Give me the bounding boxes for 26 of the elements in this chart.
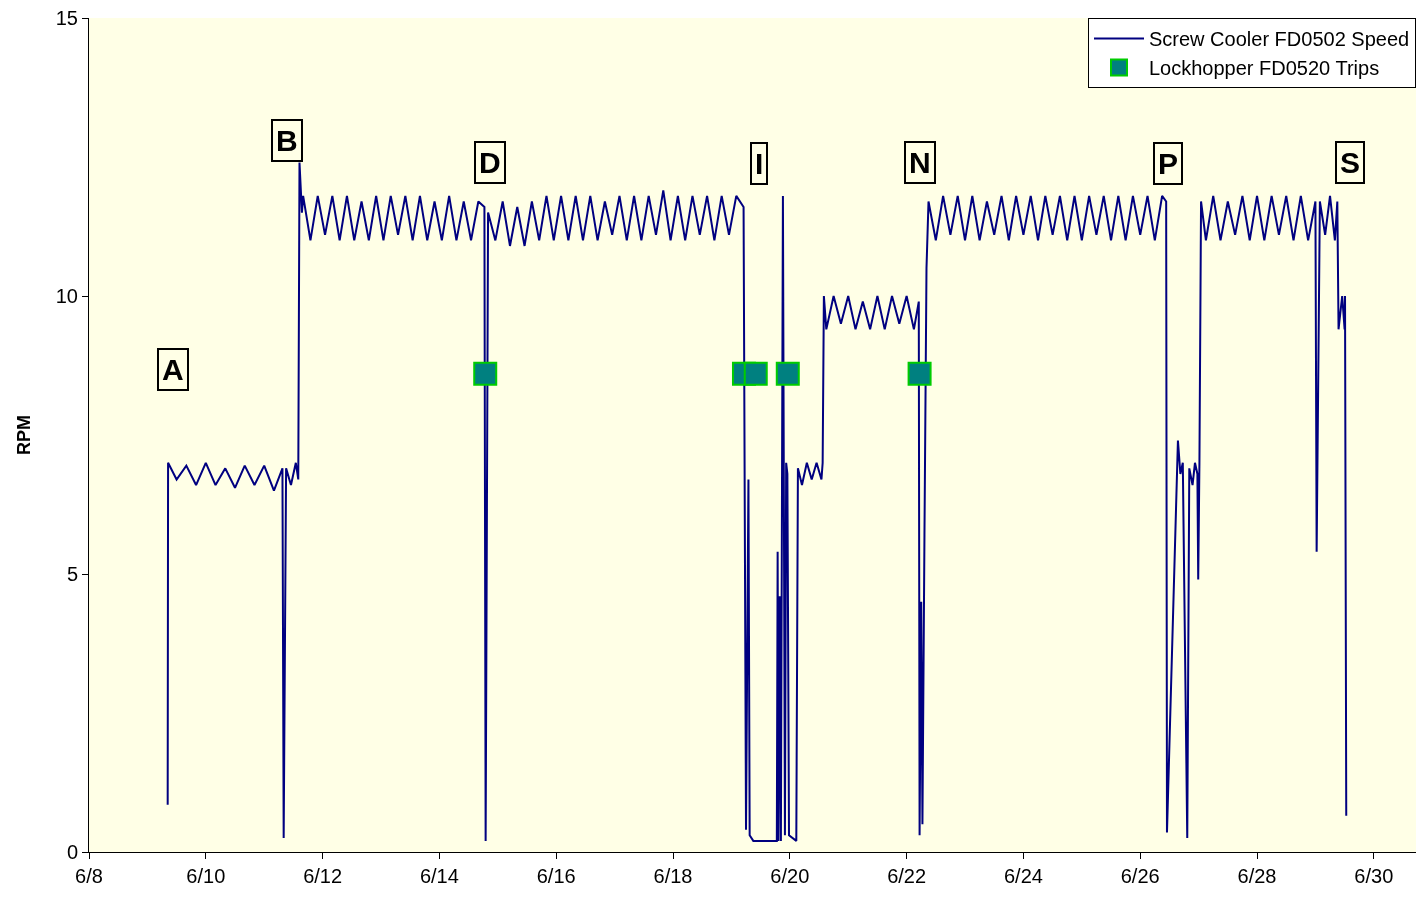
annotation: D	[479, 146, 501, 179]
y-tick-label: 10	[55, 285, 78, 307]
x-tick-label: 6/18	[653, 865, 693, 887]
annotation: B	[276, 124, 298, 157]
x-tick-label: 6/8	[75, 865, 103, 887]
x-tick-label: 6/26	[1120, 865, 1160, 887]
x-tick-label: 6/12	[303, 865, 343, 887]
annotation: N	[909, 146, 931, 179]
y-tick-label: 15	[55, 7, 78, 29]
legend-label: Lockhopper FD0520 Trips	[1149, 57, 1380, 80]
y-axis-title: RPM	[13, 415, 34, 455]
legend-label: Screw Cooler FD0502 Speed	[1149, 28, 1410, 51]
x-tick-label: 6/22	[887, 865, 927, 887]
y-tick-label: 5	[66, 563, 78, 585]
y-tick-label: 0	[66, 841, 78, 863]
annotation: P	[1158, 147, 1179, 180]
annotation: S	[1340, 146, 1361, 179]
annotation: A	[162, 353, 184, 386]
x-tick-label: 6/14	[419, 865, 459, 887]
x-tick-label: 6/10	[186, 865, 226, 887]
x-tick-label: 6/20	[770, 865, 810, 887]
x-tick-label: 6/28	[1237, 865, 1277, 887]
x-tick-label: 6/16	[536, 865, 576, 887]
x-tick-label: 6/30	[1354, 865, 1394, 887]
annotation: I	[755, 147, 764, 180]
x-tick-label: 6/24	[1003, 865, 1043, 887]
